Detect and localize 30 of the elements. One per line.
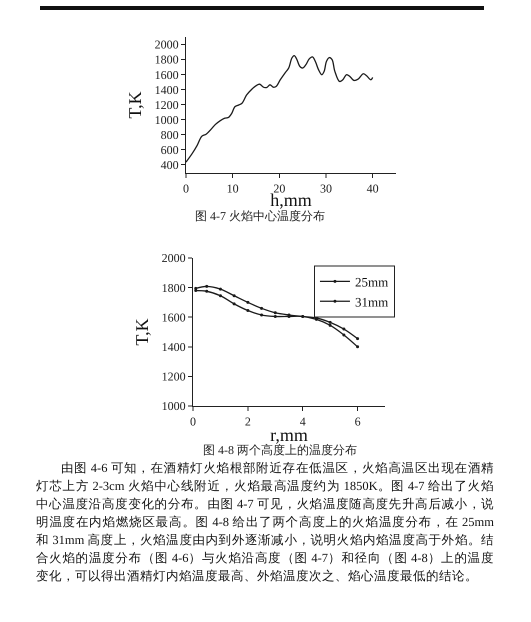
- y-tick-label: 2000: [162, 251, 186, 266]
- y-tick-label: 1800: [154, 52, 179, 67]
- y-tick-label: 1800: [162, 280, 186, 295]
- y-tick-label: 400: [160, 158, 179, 172]
- y-tick-label: 1000: [162, 399, 186, 414]
- y-tick-label: 1600: [162, 310, 186, 324]
- y-tick-label: 1400: [154, 82, 179, 97]
- x-tick-label: 10: [226, 181, 239, 196]
- legend-label: 31mm: [354, 294, 388, 310]
- x-tick-label: 0: [183, 181, 189, 196]
- x-tick-label: 2: [244, 414, 251, 428]
- y-tick-label: 1200: [162, 370, 186, 384]
- y-axis-title: T,K: [124, 91, 145, 119]
- x-tick-label: 6: [354, 414, 361, 428]
- text: 由图 4-6 可知，在酒精灯火焰根部附近存在低温区，火焰高温区出现在酒精灯芯上方 2-3cm 火焰中心线附近，火焰最高温度约为 1850K。图 4-7 给出了火焰中心温度沿高度变化的分布。由图 4-7 可见，火焰温度随高度先升高后减小，说明温度在内焰燃烧区最高。图 4-8 给出了两个高度上的火焰温度分布，在 25mm 和 31mm 高度上，火焰温度由内到外逐渐减小，说明火焰内焰温度高于外焰。结合火焰的温度分布（图 4-6）与火焰沿高度（图 4-7）和径向（图 4-8）上的温度变化，可以得出酒精灯内焰温度最高、外焰温度次之、焰心温度最低的结论。: [36, 460, 494, 585]
- legend-label: 25mm: [354, 274, 388, 290]
- y-axis-title: T,K: [132, 318, 152, 346]
- y-tick-label: 600: [160, 142, 179, 157]
- x-tick-label: 30: [320, 181, 332, 196]
- y-tick-label: 2000: [154, 38, 179, 52]
- y-tick-label: 1600: [154, 68, 179, 82]
- y-tick-label: 1000: [154, 112, 179, 127]
- caption: 图 4-8 两个高度上的温度分布: [202, 443, 358, 459]
- y-tick-label: 800: [160, 128, 179, 142]
- x-tick-label: 20: [273, 181, 286, 196]
- y-tick-label: 1200: [154, 98, 179, 112]
- x-tick-label: 0: [190, 414, 196, 428]
- y-tick-label: 1400: [162, 340, 186, 354]
- x-tick-label: 40: [366, 181, 379, 196]
- caption: 图 4-7 火焰中心温度分布: [194, 209, 326, 225]
